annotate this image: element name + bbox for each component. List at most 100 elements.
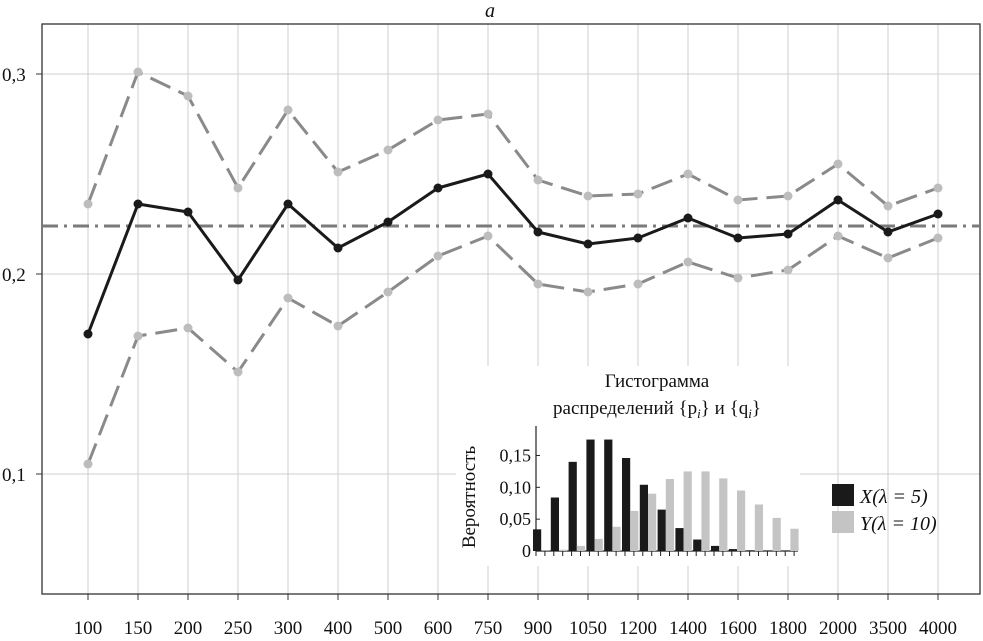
data-point-mean [583, 239, 593, 249]
y-tick-label: 0,3 [2, 65, 26, 86]
data-point-upper [733, 195, 743, 205]
data-point-mean [933, 209, 943, 219]
inset-title-line2: распределений {pi} и {qi} [553, 398, 761, 421]
series-line-lower [86, 234, 939, 465]
x-tick-label: 750 [474, 618, 503, 639]
x-tick-label: 500 [374, 618, 403, 639]
x-tick-label: 200 [174, 618, 203, 639]
data-point-mean [433, 183, 443, 193]
histogram-bar-x [675, 528, 684, 551]
data-point-upper [883, 201, 893, 211]
data-point-mean [683, 213, 693, 223]
data-point-lower [383, 287, 393, 297]
inset-title-fragment: } [752, 398, 761, 419]
x-tick-label: 400 [324, 618, 353, 639]
data-point-mean [183, 207, 193, 217]
data-point-mean [83, 329, 93, 339]
data-point-lower [183, 323, 193, 333]
x-tick-label: 1200 [619, 618, 657, 639]
inset-title-line1: Гистограмма [605, 371, 710, 392]
data-point-mean [133, 199, 143, 209]
data-point-upper [333, 167, 343, 177]
data-point-lower [783, 265, 793, 275]
data-point-mean [333, 243, 343, 253]
histogram-bar-y [612, 526, 621, 551]
histogram-bar-y [719, 478, 728, 551]
series-line-mean [86, 172, 939, 335]
inset-y-tick-label: 0,15 [500, 445, 532, 465]
histogram-bar-x [657, 509, 666, 551]
histogram-bar-y [701, 471, 710, 551]
histogram-bar-x [604, 439, 613, 551]
series-line-upper [86, 70, 939, 208]
inset-title-subscript: i [697, 406, 701, 421]
data-point-upper [433, 115, 443, 125]
x-tick-label: 600 [424, 618, 453, 639]
inset-y-tick-label: 0,10 [500, 477, 532, 497]
x-tick-label: 3500 [869, 618, 907, 639]
histogram-bar-y [754, 504, 763, 551]
histogram-bar-x [639, 484, 648, 551]
histogram-bar-y [576, 545, 585, 551]
data-point-lower [333, 321, 343, 331]
inset-title-fragment: } и {q [701, 398, 749, 419]
data-point-lower [133, 331, 143, 341]
x-tick-label: 250 [224, 618, 253, 639]
histogram-bar-y [772, 517, 781, 551]
histogram-bar-y [683, 471, 692, 551]
data-point-lower [883, 253, 893, 263]
y-tick-label: 0,2 [2, 265, 26, 286]
data-point-upper [633, 189, 643, 199]
data-point-upper [583, 191, 593, 201]
inset-y-tick-label: 0 [522, 541, 531, 561]
data-point-mean [733, 233, 743, 243]
histogram-bar-y [630, 510, 639, 551]
data-point-lower [833, 231, 843, 241]
legend-swatch-y [832, 511, 854, 533]
histogram-bar-x [746, 550, 755, 551]
data-point-mean [833, 195, 843, 205]
data-point-upper [533, 175, 543, 185]
histogram-bar-y [594, 538, 603, 551]
x-tick-label: 1800 [769, 618, 807, 639]
data-point-upper [833, 159, 843, 169]
histogram-bar-y [559, 549, 568, 551]
legend: X(λ = 5) Y(λ = 10) [832, 484, 937, 535]
inset-y-tick-label: 0,05 [500, 509, 532, 529]
data-point-upper [383, 145, 393, 155]
histogram-bar-x [586, 439, 595, 551]
histogram-bar-y [665, 479, 674, 551]
legend-label-x: X(λ = 5) [859, 486, 928, 508]
data-point-mean [383, 217, 393, 227]
x-tick-label: 100 [74, 618, 103, 639]
histogram-bar-x [533, 529, 542, 551]
data-point-upper [283, 105, 293, 115]
data-point-mean [283, 199, 293, 209]
histogram-bar-x [550, 497, 559, 551]
x-tick-label: 2000 [819, 618, 857, 639]
legend-label-y: Y(λ = 10) [860, 513, 937, 535]
data-point-lower [433, 251, 443, 261]
data-point-mean [633, 233, 643, 243]
data-point-upper [933, 183, 943, 193]
data-point-mean [533, 227, 543, 237]
histogram-bar-x [711, 545, 720, 551]
histogram-bar-x [622, 458, 631, 551]
data-point-upper [133, 67, 143, 77]
data-point-lower [483, 231, 493, 241]
data-point-lower [633, 279, 643, 289]
data-point-lower [583, 287, 593, 297]
data-point-lower [533, 279, 543, 289]
data-point-upper [483, 109, 493, 119]
data-point-lower [83, 459, 93, 469]
main-series [42, 67, 980, 469]
data-point-upper [683, 169, 693, 179]
data-point-lower [683, 257, 693, 267]
data-point-lower [233, 367, 243, 377]
x-tick-label: 1400 [669, 618, 707, 639]
histogram-bar-y [737, 490, 746, 551]
data-point-lower [283, 293, 293, 303]
inset-title-subscript: i [748, 406, 752, 421]
data-point-mean [483, 169, 493, 179]
